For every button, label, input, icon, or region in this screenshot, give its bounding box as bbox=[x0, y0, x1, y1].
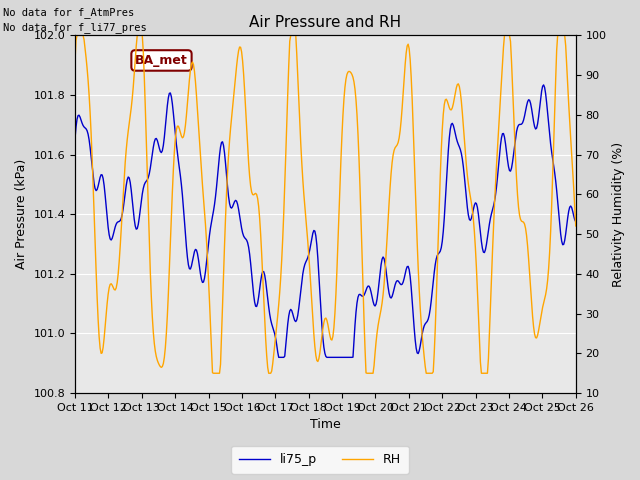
li75_p bbox=[562, 231, 570, 237]
li75_p bbox=[483, 241, 490, 247]
RH bbox=[484, 371, 492, 376]
Text: BA_met: BA_met bbox=[135, 54, 188, 67]
Y-axis label: Air Pressure (kPa): Air Pressure (kPa) bbox=[15, 159, 28, 269]
RH bbox=[71, 58, 79, 63]
X-axis label: Time: Time bbox=[310, 419, 340, 432]
li75_p bbox=[343, 354, 351, 360]
RH bbox=[344, 69, 352, 75]
RH bbox=[562, 43, 570, 48]
li75_p bbox=[540, 82, 547, 88]
Y-axis label: Relativity Humidity (%): Relativity Humidity (%) bbox=[612, 142, 625, 287]
Text: No data for f_AtmPres: No data for f_AtmPres bbox=[3, 7, 134, 18]
li75_p bbox=[313, 242, 321, 248]
RH bbox=[210, 371, 218, 376]
Line: RH: RH bbox=[75, 36, 576, 373]
Legend: li75_p, RH: li75_p, RH bbox=[231, 446, 409, 474]
RH bbox=[314, 359, 322, 364]
Text: No data for f_li77_pres: No data for f_li77_pres bbox=[3, 22, 147, 33]
RH bbox=[311, 344, 319, 349]
Title: Air Pressure and RH: Air Pressure and RH bbox=[250, 15, 401, 30]
li75_p bbox=[310, 228, 317, 233]
li75_p bbox=[71, 135, 79, 141]
li75_p bbox=[275, 354, 282, 360]
li75_p bbox=[370, 302, 378, 308]
Line: li75_p: li75_p bbox=[75, 85, 576, 357]
RH bbox=[73, 33, 81, 38]
RH bbox=[572, 223, 580, 229]
RH bbox=[371, 350, 379, 356]
li75_p bbox=[572, 219, 580, 225]
